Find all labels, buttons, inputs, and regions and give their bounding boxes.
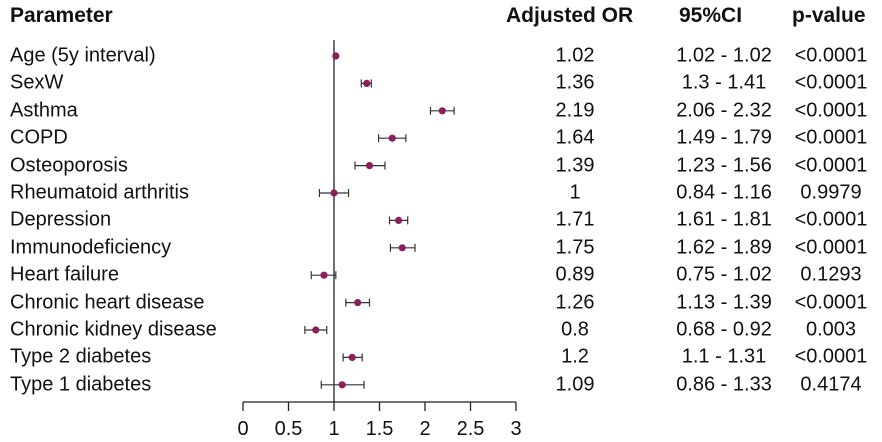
row-or-value: 0.89: [555, 263, 595, 286]
x-tick-label: 1: [328, 418, 339, 440]
row-p-value: <0.0001: [794, 345, 868, 368]
or-point: [363, 79, 371, 87]
or-point: [398, 244, 406, 252]
or-point: [348, 353, 356, 361]
row-p-value: <0.0001: [794, 71, 868, 94]
x-tick-label: 0: [237, 418, 248, 440]
x-tick-label: 3: [510, 418, 521, 440]
row-ci-value: 1.61 - 1.81: [676, 208, 772, 231]
or-point: [332, 52, 340, 60]
row-ci-value: 0.75 - 1.02: [676, 263, 772, 286]
row-p-value: 0.4174: [800, 373, 862, 396]
row-ci-value: 1.49 - 1.79: [676, 126, 772, 149]
row-ci-value: 1.62 - 1.89: [676, 236, 772, 259]
row-ci-value: 1.13 - 1.39: [676, 291, 772, 314]
row-label: Age (5y interval): [10, 44, 156, 67]
row-p-value: <0.0001: [794, 291, 868, 314]
x-tick-label: 1.5: [366, 418, 394, 440]
row-label: COPD: [10, 126, 68, 149]
or-point: [395, 216, 403, 224]
row-or-value: 1.02: [555, 44, 595, 67]
row-p-value: <0.0001: [794, 208, 868, 231]
row-p-value: <0.0001: [794, 44, 868, 67]
or-point: [330, 189, 338, 197]
header-p-value: p-value: [792, 4, 866, 27]
row-p-value: 0.003: [805, 318, 857, 341]
row-ci-value: 0.68 - 0.92: [676, 318, 772, 341]
row-or-value: 1.75: [555, 236, 595, 259]
x-tick-label: 2.5: [457, 418, 485, 440]
row-ci-value: 2.06 - 2.32: [676, 99, 772, 122]
row-label: Type 2 diabetes: [10, 345, 152, 368]
or-point: [438, 107, 446, 115]
or-point: [354, 299, 362, 307]
row-p-value: <0.0001: [794, 126, 868, 149]
row-ci-value: 1.3 - 1.41: [681, 71, 767, 94]
row-p-value: <0.0001: [794, 99, 868, 122]
row-label: Type 1 diabetes: [10, 373, 152, 396]
row-or-value: 1.64: [555, 126, 595, 149]
row-label: SexW: [10, 71, 64, 94]
row-ci-value: 1.02 - 1.02: [676, 44, 772, 67]
row-label: Heart failure: [10, 263, 119, 286]
row-p-value: 0.9979: [800, 181, 862, 204]
row-ci-value: 1.1 - 1.31: [681, 345, 767, 368]
row-or-value: 0.8: [561, 318, 589, 341]
row-label: Chronic heart disease: [10, 291, 205, 314]
header-ci: 95%CI: [679, 4, 743, 27]
row-label: Osteoporosis: [10, 154, 128, 177]
or-point: [320, 271, 328, 279]
row-label: Immunodeficiency: [10, 236, 172, 259]
x-tick-label: 2: [419, 418, 430, 440]
row-label: Depression: [10, 208, 112, 231]
or-point: [365, 162, 374, 170]
row-p-value: <0.0001: [794, 236, 868, 259]
row-ci-value: 1.23 - 1.56: [676, 154, 772, 177]
or-point: [312, 326, 320, 334]
row-label: Rheumatoid arthritis: [10, 181, 189, 204]
row-p-value: <0.0001: [794, 154, 868, 177]
row-p-value: 0.1293: [800, 263, 862, 286]
header-adjusted-or: Adjusted OR: [506, 4, 634, 27]
row-ci-value: 0.86 - 1.33: [676, 373, 772, 396]
row-or-value: 1.71: [555, 208, 595, 231]
row-or-value: 1.36: [555, 71, 595, 94]
row-or-value: 1.2: [561, 345, 589, 368]
row-ci-value: 0.84 - 1.16: [676, 181, 772, 204]
row-label: Asthma: [10, 99, 78, 122]
row-or-value: 2.19: [555, 99, 595, 122]
row-or-value: 1.26: [555, 291, 595, 314]
row-or-value: 1.39: [555, 154, 595, 177]
row-or-value: 1: [569, 181, 581, 204]
header-parameter: Parameter: [10, 4, 113, 27]
x-tick-label: 0.5: [275, 418, 303, 440]
row-or-value: 1.09: [555, 373, 595, 396]
or-point: [388, 134, 396, 142]
row-label: Chronic kidney disease: [10, 318, 217, 341]
or-point: [338, 381, 346, 389]
